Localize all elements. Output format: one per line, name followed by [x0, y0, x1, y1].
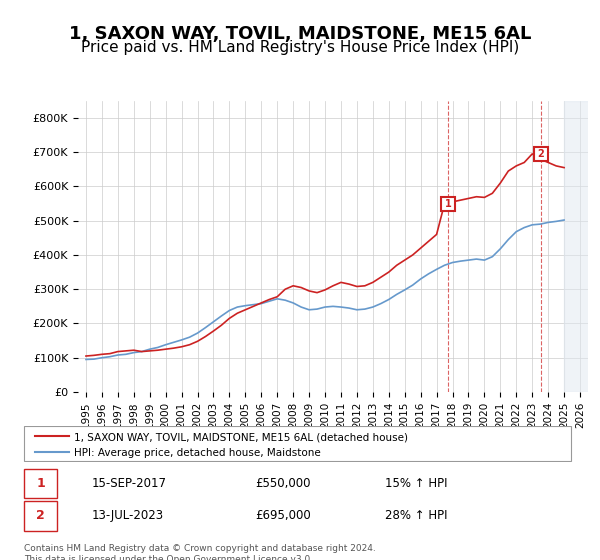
Text: 15% ↑ HPI: 15% ↑ HPI — [385, 477, 447, 490]
Text: 1, SAXON WAY, TOVIL, MAIDSTONE, ME15 6AL: 1, SAXON WAY, TOVIL, MAIDSTONE, ME15 6AL — [69, 25, 531, 43]
Text: 2: 2 — [538, 149, 544, 159]
Text: 28% ↑ HPI: 28% ↑ HPI — [385, 510, 447, 522]
Text: 1: 1 — [445, 199, 451, 208]
FancyBboxPatch shape — [23, 469, 58, 498]
Text: 1: 1 — [36, 477, 45, 490]
FancyBboxPatch shape — [23, 426, 571, 461]
Text: 1, SAXON WAY, TOVIL, MAIDSTONE, ME15 6AL (detached house): 1, SAXON WAY, TOVIL, MAIDSTONE, ME15 6AL… — [74, 432, 409, 442]
Text: £550,000: £550,000 — [255, 477, 310, 490]
FancyBboxPatch shape — [23, 501, 58, 531]
Text: HPI: Average price, detached house, Maidstone: HPI: Average price, detached house, Maid… — [74, 448, 321, 458]
Text: £695,000: £695,000 — [255, 510, 311, 522]
Text: Price paid vs. HM Land Registry's House Price Index (HPI): Price paid vs. HM Land Registry's House … — [81, 40, 519, 55]
Text: 13-JUL-2023: 13-JUL-2023 — [91, 510, 163, 522]
Bar — [564, 101, 596, 392]
Text: 2: 2 — [36, 510, 45, 522]
Text: 15-SEP-2017: 15-SEP-2017 — [91, 477, 166, 490]
Text: Contains HM Land Registry data © Crown copyright and database right 2024.
This d: Contains HM Land Registry data © Crown c… — [24, 544, 376, 560]
